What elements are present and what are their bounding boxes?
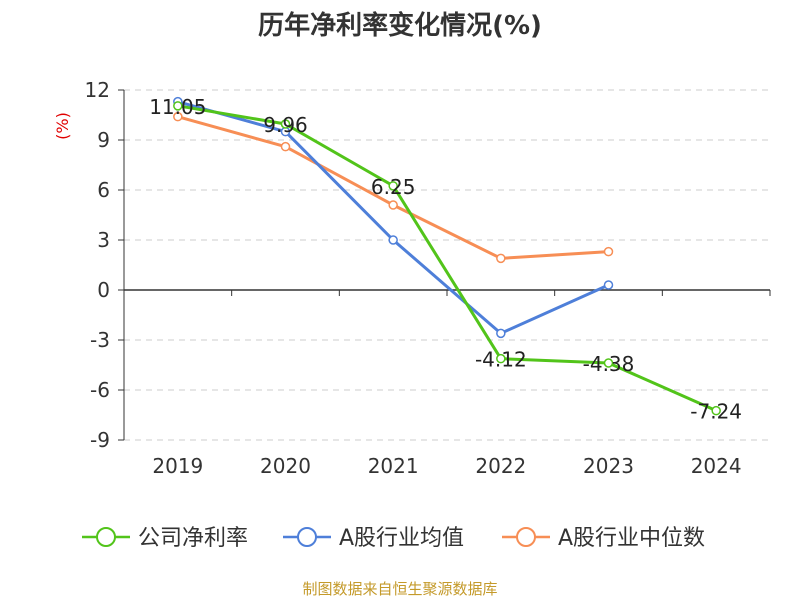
chart-title: 历年净利率变化情况(%) xyxy=(258,10,542,41)
data-point xyxy=(711,405,721,416)
series-line xyxy=(176,100,610,335)
x-tick-label: 2020 xyxy=(260,454,311,478)
data-point xyxy=(603,358,614,368)
y-tick-label: -9 xyxy=(90,428,110,452)
legend-label: A股行业均值 xyxy=(339,526,464,551)
y-tick-label: 0 xyxy=(97,278,110,302)
x-tick-label: 2021 xyxy=(368,454,419,478)
data-label: 6.25 xyxy=(371,175,416,199)
legend-marker xyxy=(297,527,317,547)
data-label: -4.12 xyxy=(475,348,527,372)
x-tick-label: 2019 xyxy=(152,454,203,478)
data-point xyxy=(496,328,506,339)
y-tick-label: -3 xyxy=(90,328,110,352)
data-point xyxy=(388,181,398,191)
y-tick-label: 3 xyxy=(97,228,110,252)
y-tick-label: 9 xyxy=(97,128,110,152)
data-point xyxy=(496,353,506,364)
data-label: 11.05 xyxy=(149,95,206,119)
axes: 12 9 6 3 0 -3 -6 -9 2019 2020 2021 2022 2023 2024 xyxy=(85,78,771,478)
data-point xyxy=(496,253,506,264)
y-tick-label: -6 xyxy=(90,378,110,402)
data-point xyxy=(173,111,183,122)
data-point xyxy=(280,141,291,152)
x-tick-label: 2022 xyxy=(475,454,526,478)
x-tick-label: 2024 xyxy=(691,454,742,478)
data-point xyxy=(603,246,614,257)
y-tick-label: 6 xyxy=(97,178,110,202)
legend-marker xyxy=(96,527,116,547)
x-tick-label: 2023 xyxy=(583,454,634,478)
grid-lines xyxy=(124,89,770,441)
data-labels: 11.05 9.96 6.25 -4.12 -4.38 -7.24 xyxy=(149,95,742,424)
data-point xyxy=(173,101,183,111)
legend-marker xyxy=(516,527,536,547)
data-point xyxy=(388,235,398,245)
series-lines xyxy=(173,96,721,416)
data-label: -7.24 xyxy=(690,400,742,424)
y-tick-label: 12 xyxy=(85,78,110,102)
data-label: -4.38 xyxy=(583,352,635,376)
data-point xyxy=(388,200,398,210)
data-point xyxy=(280,119,291,129)
data-point xyxy=(603,280,614,290)
legend-label: 公司净利率 xyxy=(138,526,248,551)
legend: 公司净利率 A股行业均值 A股行业中位数 xyxy=(82,526,705,551)
y-axis-label: (%) xyxy=(53,112,72,140)
source-note: 制图数据来自恒生聚源数据库 xyxy=(302,580,497,598)
legend-label: A股行业中位数 xyxy=(558,526,705,551)
data-label: 9.96 xyxy=(263,113,308,137)
series-line xyxy=(176,104,718,413)
